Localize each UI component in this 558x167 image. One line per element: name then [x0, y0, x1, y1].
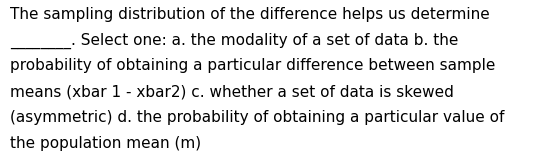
Text: probability of obtaining a particular difference between sample: probability of obtaining a particular di…: [10, 58, 496, 73]
Text: means (xbar 1 - xbar2) c. whether a set of data is skewed: means (xbar 1 - xbar2) c. whether a set …: [10, 84, 454, 99]
Text: The sampling distribution of the difference helps us determine: The sampling distribution of the differe…: [10, 7, 490, 22]
Text: (asymmetric) d. the probability of obtaining a particular value of: (asymmetric) d. the probability of obtai…: [10, 110, 504, 125]
Text: the population mean (m): the population mean (m): [10, 136, 201, 151]
Text: ________. Select one: a. the modality of a set of data b. the: ________. Select one: a. the modality of…: [10, 33, 459, 49]
